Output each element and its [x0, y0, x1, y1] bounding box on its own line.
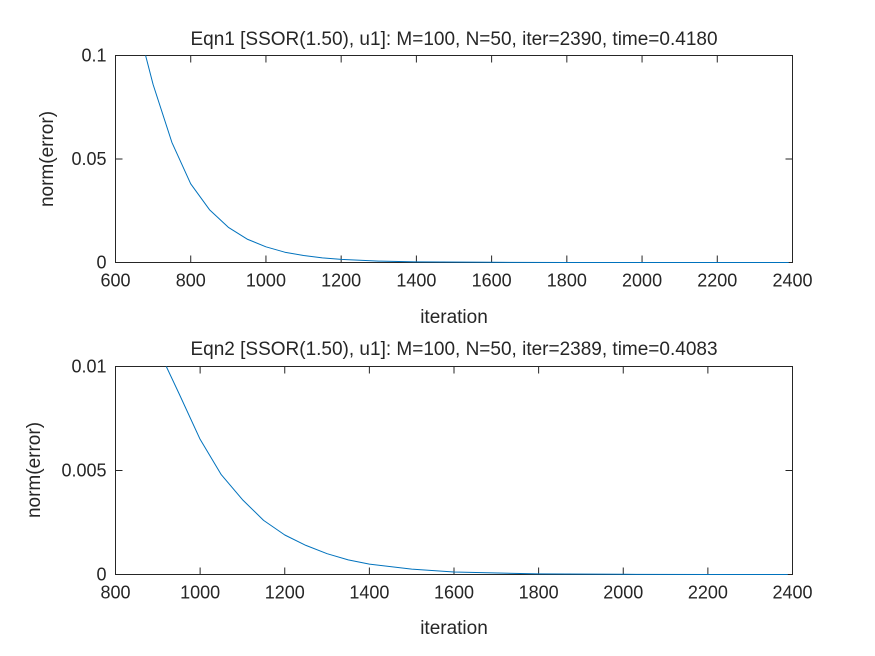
chart-title: Eqn2 [SSOR(1.50), u1]: M=100, N=50, iter… — [190, 339, 717, 360]
x-axis-label: iteration — [420, 307, 488, 328]
y-axis-label: norm(error) — [37, 111, 58, 207]
plot-area — [115, 366, 793, 575]
x-tick-label: 2000 — [603, 583, 643, 603]
subplot-eqn1: Eqn1 [SSOR(1.50), u1]: M=100, N=50, iter… — [37, 29, 813, 328]
y-axis-label: norm(error) — [24, 422, 45, 518]
x-tick-label: 1200 — [321, 271, 361, 291]
x-tick-label: 2200 — [697, 271, 737, 291]
x-axis-label: iteration — [420, 618, 488, 639]
x-tick-label: 1800 — [519, 583, 559, 603]
subplot-eqn2: Eqn2 [SSOR(1.50), u1]: M=100, N=50, iter… — [24, 339, 813, 639]
x-tick-label: 2400 — [772, 583, 812, 603]
x-tick-label: 800 — [176, 271, 206, 291]
y-tick-label: 0 — [96, 565, 106, 585]
x-tick-label: 1600 — [472, 271, 512, 291]
x-tick-label: 600 — [100, 271, 130, 291]
series-line — [145, 55, 789, 263]
y-tick-label: 0.01 — [71, 357, 106, 377]
y-tick-label: 0.05 — [71, 149, 106, 169]
x-tick-label: 2400 — [772, 271, 812, 291]
chart-title: Eqn1 [SSOR(1.50), u1]: M=100, N=50, iter… — [190, 29, 717, 50]
x-tick-label: 1400 — [396, 271, 436, 291]
x-tick-label: 1000 — [180, 583, 220, 603]
x-tick-label: 1800 — [547, 271, 587, 291]
y-tick-label: 0.005 — [61, 461, 106, 481]
plot-marks: 600 800 1000 1200 1400 1600 1800 2000 2200 2400 0 0… — [71, 46, 812, 291]
y-tick-label: 0 — [96, 253, 106, 273]
x-tick-label: 1400 — [349, 583, 389, 603]
x-tick-label: 1600 — [434, 583, 474, 603]
x-tick-label: 1000 — [246, 271, 286, 291]
x-tick-label: 800 — [100, 583, 130, 603]
x-tick-label: 2000 — [622, 271, 662, 291]
plot-area — [115, 55, 793, 263]
series-line — [165, 366, 788, 575]
plot-marks: 800 1000 1200 1400 1600 1800 2000 2200 2400 0 0.00… — [61, 357, 812, 603]
x-tick-label: 1200 — [265, 583, 305, 603]
x-tick-label: 2200 — [688, 583, 728, 603]
y-tick-label: 0.1 — [81, 46, 106, 66]
